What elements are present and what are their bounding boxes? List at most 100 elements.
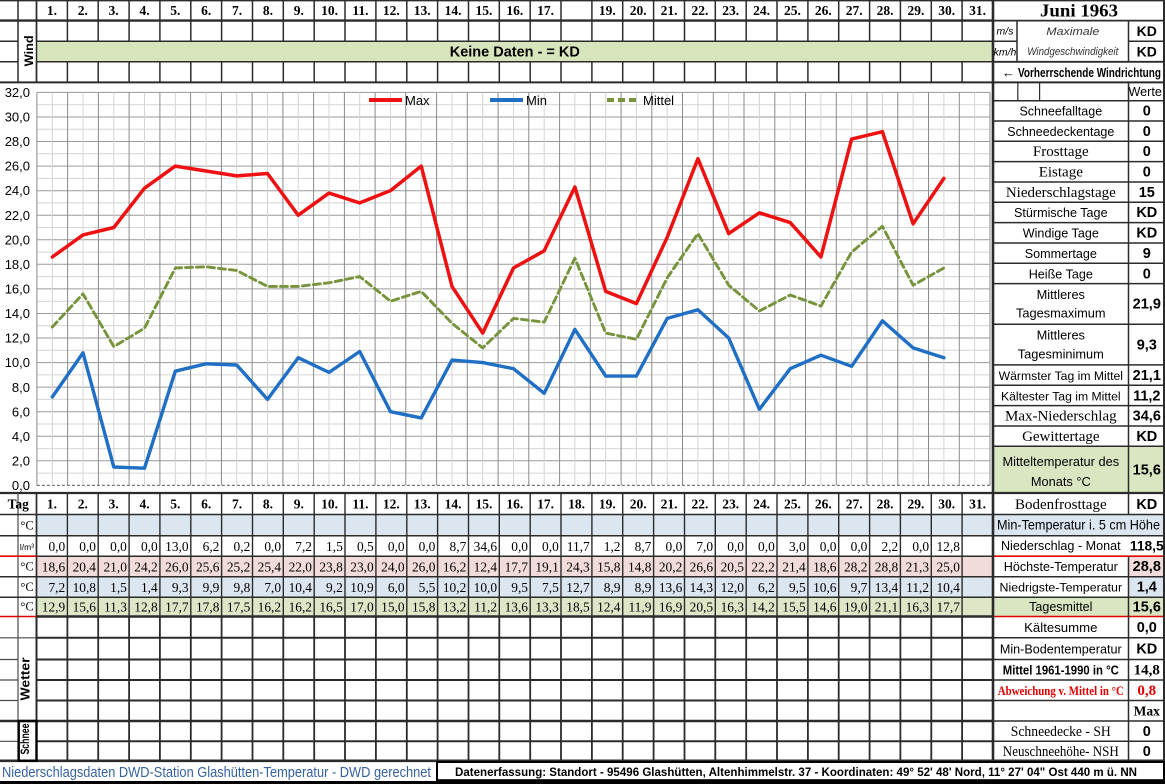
svg-text:10.: 10. [321, 3, 338, 18]
svg-text:9,8: 9,8 [234, 580, 251, 595]
svg-text:16,2: 16,2 [289, 600, 312, 615]
svg-text:°C: °C [20, 600, 33, 614]
svg-text:7,0: 7,0 [264, 580, 281, 595]
svg-text:1.: 1. [47, 3, 57, 18]
svg-text:9,5: 9,5 [789, 580, 806, 595]
svg-text:Windgeschwindigkeit: Windgeschwindigkeit [1027, 46, 1119, 58]
svg-text:1,4: 1,4 [141, 580, 158, 595]
svg-text:0,0: 0,0 [758, 539, 775, 554]
svg-text:17.: 17. [537, 496, 554, 511]
svg-text:0,0: 0,0 [542, 539, 559, 554]
svg-text:23.: 23. [722, 3, 739, 18]
svg-text:Eistage: Eistage [1039, 165, 1083, 181]
svg-text:0,2: 0,2 [234, 539, 251, 554]
svg-text:Heiße Tage: Heiße Tage [1029, 267, 1093, 281]
svg-text:13,6: 13,6 [505, 600, 529, 615]
svg-text:0,0: 0,0 [851, 539, 868, 554]
svg-text:°C: °C [20, 560, 33, 574]
svg-text:0,0: 0,0 [666, 539, 683, 554]
svg-text:Tagesmaximum: Tagesmaximum [1016, 306, 1106, 321]
svg-text:Tag: Tag [8, 496, 30, 511]
svg-text:17,0: 17,0 [350, 600, 374, 615]
svg-text:8.: 8. [263, 3, 273, 18]
svg-text:Maximale: Maximale [1046, 26, 1099, 38]
svg-text:12,4: 12,4 [597, 600, 621, 615]
svg-text:14.: 14. [445, 496, 462, 511]
svg-text:1,5: 1,5 [110, 580, 127, 595]
svg-text:km/h: km/h [994, 47, 1017, 59]
svg-text:14,8: 14,8 [628, 560, 652, 575]
svg-text:20,4: 20,4 [73, 560, 97, 575]
svg-text:KD: KD [1136, 497, 1157, 513]
svg-text:9,5: 9,5 [511, 580, 528, 595]
svg-text:11,2: 11,2 [1133, 388, 1160, 404]
svg-text:17,5: 17,5 [227, 600, 251, 615]
svg-text:28,8: 28,8 [1133, 559, 1161, 575]
svg-text:6,0: 6,0 [12, 404, 30, 419]
svg-text:Mittel: Mittel [643, 93, 674, 108]
svg-text:11.: 11. [352, 496, 368, 511]
svg-text:12,9: 12,9 [42, 600, 66, 615]
svg-text:16,2: 16,2 [258, 600, 281, 615]
svg-text:23,0: 23,0 [350, 560, 374, 575]
svg-text:KD: KD [1136, 226, 1157, 242]
svg-text:20.: 20. [630, 3, 647, 18]
svg-text:17.: 17. [537, 3, 554, 18]
svg-text:17,7: 17,7 [505, 560, 529, 575]
svg-text:Windige Tage: Windige Tage [1023, 227, 1099, 241]
svg-text:9.: 9. [294, 3, 304, 18]
svg-text:26.: 26. [815, 3, 832, 18]
svg-text:0,0: 0,0 [12, 478, 30, 493]
svg-text:0,0: 0,0 [48, 539, 65, 554]
svg-text:Stürmische Tage: Stürmische Tage [1014, 206, 1108, 220]
svg-text:10,8: 10,8 [73, 580, 97, 595]
svg-text:Tagesmittel: Tagesmittel [1029, 600, 1092, 614]
svg-text:5.: 5. [170, 3, 180, 18]
svg-text:30.: 30. [938, 3, 955, 18]
svg-text:20,0: 20,0 [5, 232, 30, 247]
svg-text:8,7: 8,7 [635, 539, 652, 554]
svg-text:3.: 3. [109, 3, 119, 18]
svg-text:24,0: 24,0 [5, 183, 30, 198]
svg-text:19.: 19. [599, 496, 616, 511]
svg-text:°C: °C [20, 518, 33, 532]
svg-text:°C: °C [20, 580, 33, 594]
svg-text:13,4: 13,4 [875, 580, 899, 595]
svg-text:28,8: 28,8 [875, 560, 899, 575]
svg-text:24,0: 24,0 [381, 560, 405, 575]
svg-text:Mittleres: Mittleres [1037, 328, 1085, 343]
svg-text:Abweichung v. Mittel in °C: Abweichung v. Mittel in °C [998, 684, 1124, 698]
svg-text:16,0: 16,0 [5, 282, 30, 297]
svg-text:5,5: 5,5 [419, 580, 436, 595]
svg-text:14,8: 14,8 [1134, 663, 1160, 679]
svg-text:4.: 4. [139, 3, 149, 18]
svg-text:11,2: 11,2 [906, 580, 929, 595]
svg-text:Min-Bodentemperatur: Min-Bodentemperatur [1000, 642, 1122, 656]
svg-text:28,0: 28,0 [5, 134, 30, 149]
svg-text:11,9: 11,9 [628, 600, 651, 615]
svg-text:Min: Min [526, 93, 547, 108]
svg-text:6.: 6. [201, 496, 211, 511]
svg-text:25,6: 25,6 [196, 560, 220, 575]
svg-text:Min-Temperatur i. 5 cm Höhe: Min-Temperatur i. 5 cm Höhe [997, 518, 1160, 533]
svg-text:31.: 31. [969, 3, 986, 18]
svg-text:21.: 21. [661, 496, 678, 511]
svg-text:1,2: 1,2 [604, 539, 621, 554]
svg-text:26,0: 26,0 [412, 560, 436, 575]
svg-text:8.: 8. [263, 496, 273, 511]
svg-text:8,9: 8,9 [635, 580, 652, 595]
svg-text:8,7: 8,7 [450, 539, 467, 554]
svg-text:6,0: 6,0 [388, 580, 405, 595]
svg-text:Mittel 1961-1990 in °C: Mittel 1961-1990 in °C [1003, 664, 1119, 678]
svg-text:0,0: 0,0 [511, 539, 528, 554]
svg-text:12.: 12. [383, 496, 400, 511]
svg-text:15,6: 15,6 [73, 600, 97, 615]
svg-text:14.: 14. [445, 3, 462, 18]
svg-text:9.: 9. [294, 496, 304, 511]
svg-text:Gewittertage: Gewittertage [1022, 429, 1100, 445]
svg-text:26,6: 26,6 [690, 560, 714, 575]
svg-text:28.: 28. [877, 496, 894, 511]
svg-text:13,2: 13,2 [443, 600, 466, 615]
svg-text:Keine Daten - = KD: Keine Daten - = KD [450, 44, 580, 60]
svg-text:32,0: 32,0 [5, 85, 30, 100]
